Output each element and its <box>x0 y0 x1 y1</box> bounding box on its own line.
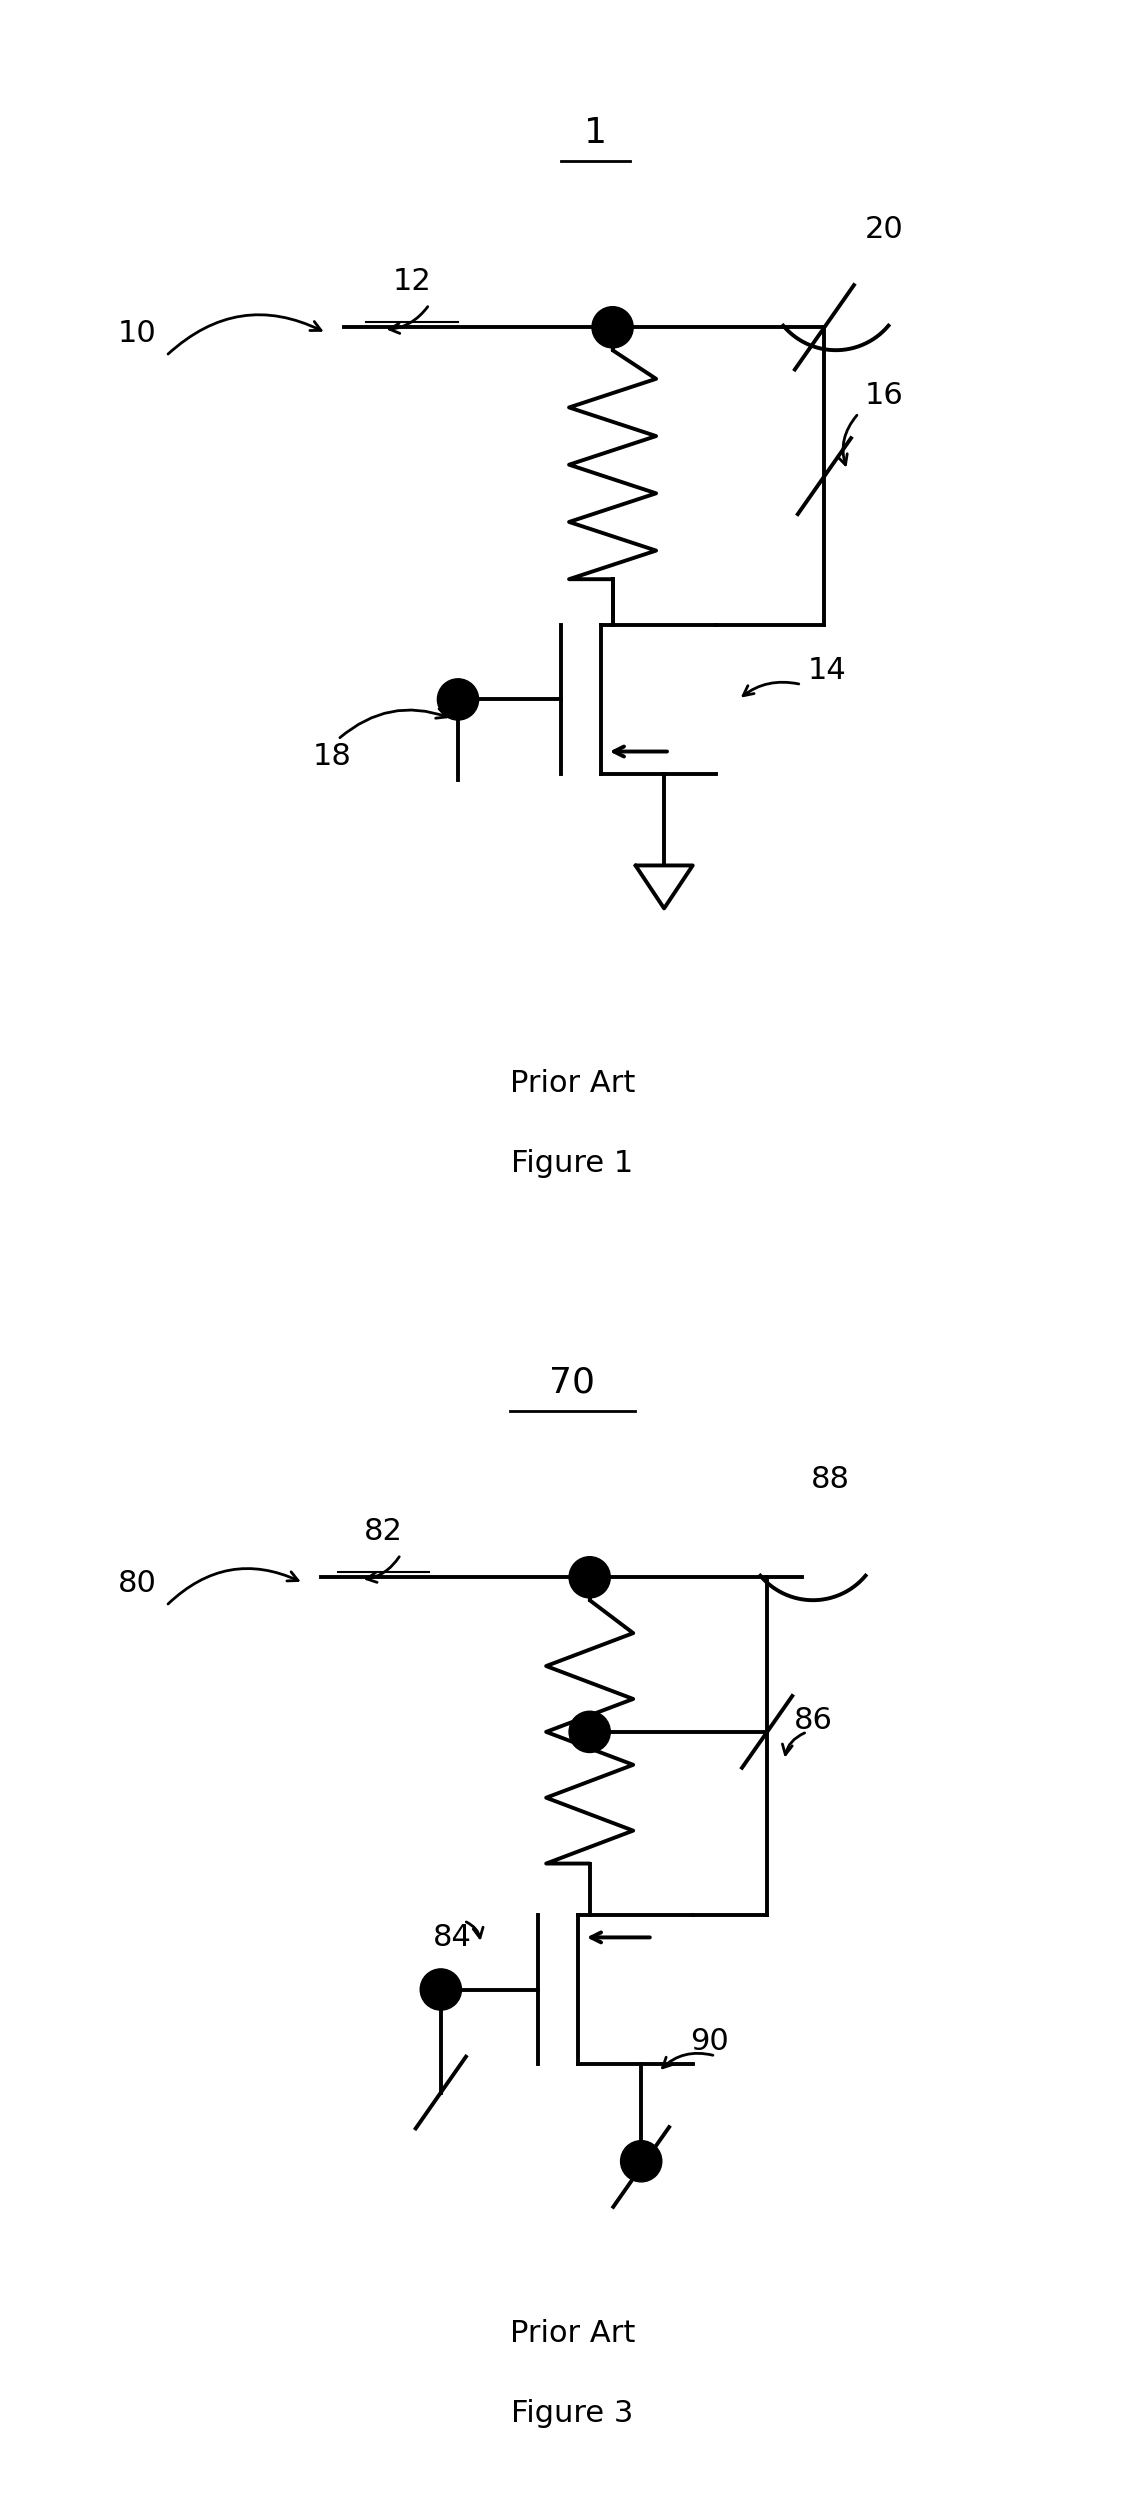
Text: 70: 70 <box>550 1365 595 1400</box>
Text: Prior Art: Prior Art <box>510 1068 635 1098</box>
Circle shape <box>437 680 479 720</box>
Text: 18: 18 <box>313 742 352 770</box>
Text: 82: 82 <box>364 1518 403 1545</box>
Circle shape <box>569 1713 610 1752</box>
Text: 1: 1 <box>584 115 607 150</box>
Text: 90: 90 <box>690 2028 729 2055</box>
Text: Figure 1: Figure 1 <box>512 1148 633 1178</box>
Text: 12: 12 <box>393 268 432 295</box>
Circle shape <box>420 1970 461 2010</box>
Circle shape <box>592 308 633 348</box>
Text: 14: 14 <box>807 658 846 685</box>
Text: 86: 86 <box>793 1705 832 1735</box>
Text: 20: 20 <box>864 215 903 245</box>
Text: 88: 88 <box>811 1465 850 1495</box>
Text: Prior Art: Prior Art <box>510 2318 635 2347</box>
Text: 84: 84 <box>433 1922 472 1952</box>
Text: 10: 10 <box>118 318 157 348</box>
Circle shape <box>569 1558 610 1598</box>
Circle shape <box>621 2140 662 2182</box>
Text: Figure 3: Figure 3 <box>512 2398 633 2428</box>
Text: 80: 80 <box>118 1568 157 1598</box>
Text: 16: 16 <box>864 382 903 410</box>
